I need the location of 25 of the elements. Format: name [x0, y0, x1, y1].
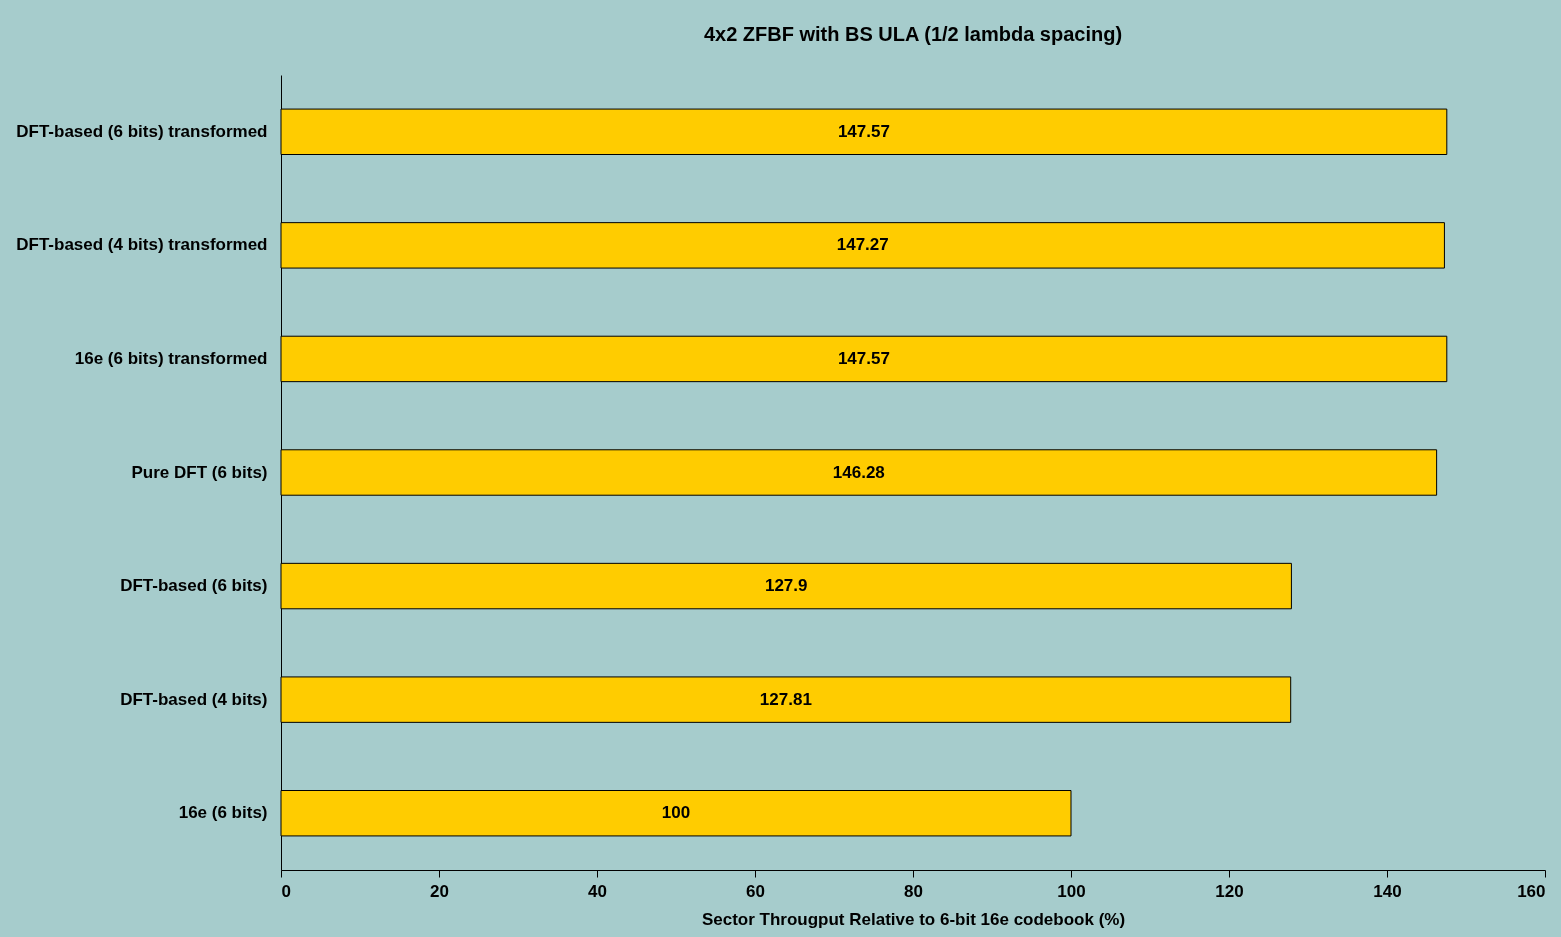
- data-label: 127.81: [759, 689, 812, 709]
- x-tick-label: 80: [904, 881, 923, 901]
- x-tick-label: 0: [281, 881, 291, 901]
- data-label: 147.27: [836, 235, 889, 255]
- y-tick-label: DFT-based (6 bits) transformed: [16, 121, 268, 141]
- x-tick-label: 120: [1215, 881, 1244, 901]
- y-tick-label: 16e (6 bits) transformed: [74, 348, 268, 368]
- chart-title: 4x2 ZFBF with BS ULA (1/2 lambda spacing): [703, 23, 1123, 45]
- y-tick-label: DFT-based (4 bits): [120, 689, 268, 709]
- x-tick-label: 40: [588, 881, 607, 901]
- data-label: 147.57: [837, 121, 890, 141]
- y-tick-label: DFT-based (6 bits): [120, 576, 268, 596]
- data-label: 146.28: [832, 462, 885, 482]
- x-tick-label: 160: [1517, 881, 1546, 901]
- x-tick-label: 100: [1057, 881, 1086, 901]
- data-label: 127.9: [764, 576, 808, 596]
- x-tick-label: 140: [1373, 881, 1402, 901]
- data-label: 100: [661, 803, 691, 823]
- x-tick-label: 60: [746, 881, 765, 901]
- data-label: 147.57: [837, 348, 890, 368]
- y-tick-label: DFT-based (4 bits) transformed: [16, 235, 268, 255]
- x-tick-label: 20: [430, 881, 449, 901]
- y-tick-label: 16e (6 bits): [178, 803, 268, 823]
- x-axis-title: Sector Througput Relative to 6-bit 16e codebook (%): [701, 909, 1126, 929]
- y-tick-label: Pure DFT (6 bits): [131, 462, 268, 482]
